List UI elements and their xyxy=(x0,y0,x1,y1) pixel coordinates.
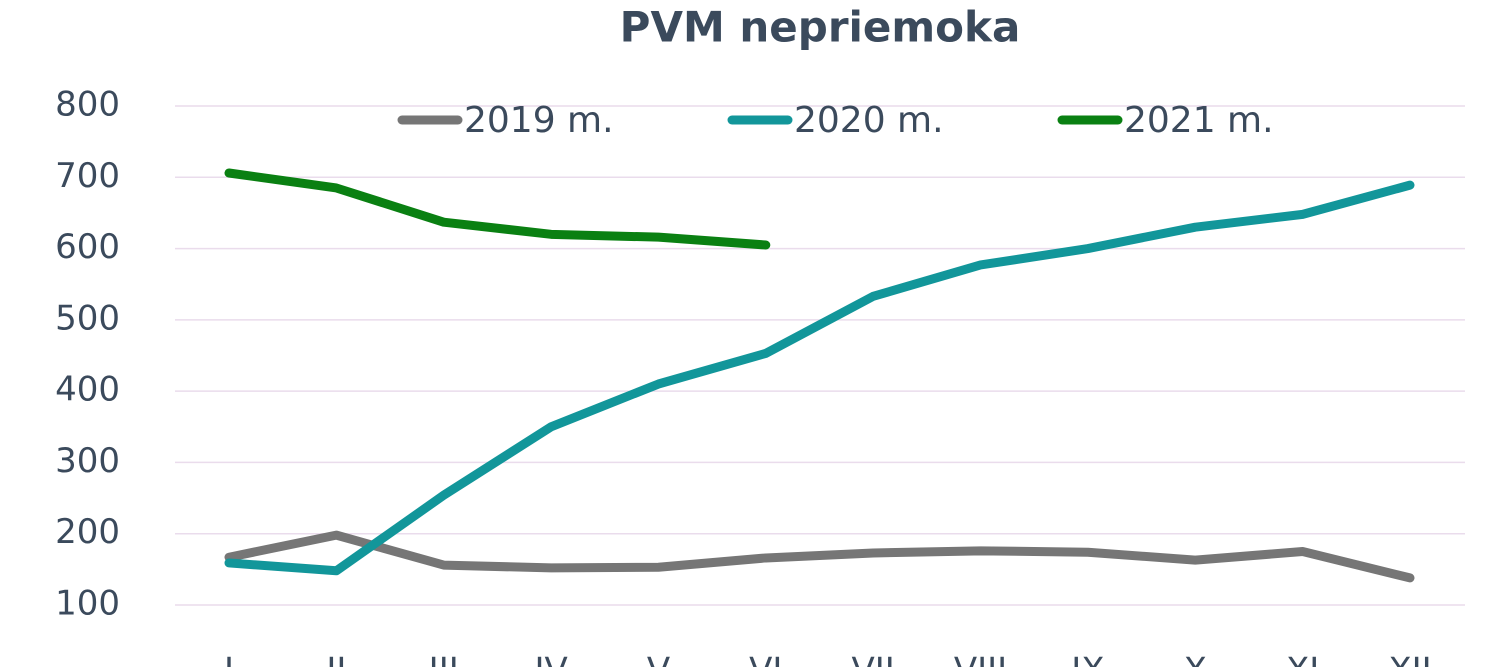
x-tick-label: XII xyxy=(1388,651,1431,667)
series-line xyxy=(224,180,1415,576)
series-line xyxy=(224,530,1415,583)
x-tick-label: X xyxy=(1184,651,1207,667)
y-tick-label: 700 xyxy=(55,156,120,196)
series-line xyxy=(224,168,771,250)
chart-title: PVM nepriemoka xyxy=(620,3,1021,52)
x-tick-label: VIII xyxy=(954,651,1007,667)
x-tick-label: I xyxy=(224,651,234,667)
y-tick-label: 400 xyxy=(55,370,120,410)
y-tick-label: 100 xyxy=(55,584,120,624)
legend-label: 2020 m. xyxy=(794,100,944,141)
x-tick-label: IX xyxy=(1071,651,1104,667)
x-tick-label: V xyxy=(647,651,670,667)
x-tick-label: IV xyxy=(534,651,567,667)
y-tick-label: 300 xyxy=(55,441,120,481)
x-tick-label: VII xyxy=(852,651,895,667)
x-tick-label: III xyxy=(429,651,459,667)
legend-label: 2021 m. xyxy=(1124,100,1274,141)
x-tick-label: VI xyxy=(749,651,782,667)
y-tick-label: 500 xyxy=(55,298,120,338)
y-tick-label: 200 xyxy=(55,512,120,552)
x-tick-label: II xyxy=(326,651,346,667)
y-tick-label: 600 xyxy=(55,227,120,267)
legend-label: 2019 m. xyxy=(464,100,614,141)
y-tick-label: 800 xyxy=(55,85,120,125)
x-tick-label: XI xyxy=(1286,651,1319,667)
